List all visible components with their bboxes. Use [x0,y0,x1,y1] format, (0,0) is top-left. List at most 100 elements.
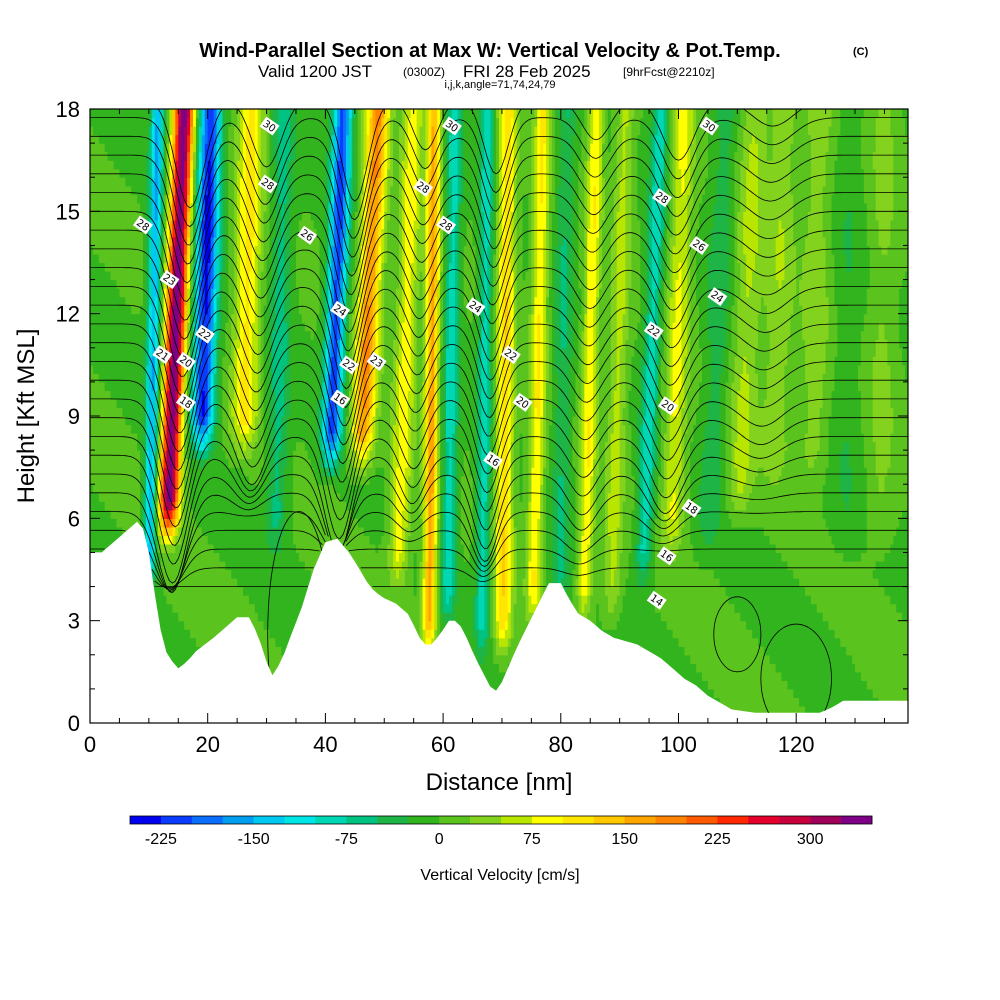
velocity-cell [192,271,197,281]
velocity-cell [151,467,156,477]
velocity-cell [251,330,259,340]
velocity-cell [593,407,597,417]
velocity-cell [672,288,677,298]
velocity-cell [507,424,512,434]
velocity-cell [660,279,665,289]
velocity-cell [725,381,733,392]
velocity-cell [540,543,544,554]
velocity-cell [628,569,638,579]
velocity-cell [410,381,415,392]
velocity-cell [419,407,424,417]
velocity-cell [654,543,665,554]
velocity-cell [684,364,691,374]
velocity-cell [546,535,553,545]
velocity-cell [460,509,474,519]
velocity-cell [375,279,379,289]
velocity-cell [198,458,206,468]
velocity-cell [875,467,888,477]
velocity-cell [331,339,335,349]
velocity-cell [640,484,644,494]
velocity-cell [413,279,421,289]
velocity-cell [522,586,530,596]
velocity-cell [675,288,683,298]
velocity-cell [201,347,209,357]
velocity-cell [343,458,347,468]
velocity-cell [454,612,474,622]
velocity-cell [181,484,185,494]
velocity-cell [660,424,668,434]
velocity-cell [207,424,212,434]
velocity-cell [487,518,491,528]
velocity-cell [663,288,668,298]
velocity-cell [702,356,712,366]
velocity-cell [457,330,462,340]
velocity-cell [437,603,441,613]
velocity-cell [737,296,762,306]
velocity-cell [428,535,432,545]
velocity-cell [145,526,150,536]
velocity-cell [278,518,285,528]
velocity-cell [222,296,229,306]
velocity-cell [757,339,771,349]
velocity-cell [231,347,235,357]
velocity-cell [157,492,162,502]
velocity-cell [607,501,621,511]
velocity-cell [457,398,462,409]
velocity-cell [266,271,274,281]
velocity-cell [796,279,800,289]
velocity-cell [504,296,509,306]
velocity-cell [643,518,647,528]
velocity-cell [190,296,194,306]
velocity-cell [672,390,680,400]
velocity-cell [757,373,768,383]
velocity-cell [175,543,215,554]
velocity-cell [290,339,324,349]
velocity-cell [775,663,856,673]
velocity-cell [584,407,594,417]
velocity-cell [557,569,565,579]
velocity-cell [657,407,662,417]
velocity-cell [593,552,606,562]
velocity-cell [269,543,282,554]
velocity-cell [187,373,191,383]
velocity-cell [716,526,765,536]
velocity-cell [504,305,509,315]
velocity-cell [557,390,571,400]
velocity-cell [369,322,374,332]
velocity-cell [496,279,500,289]
velocity-cell [154,578,162,588]
velocity-cell [493,518,497,528]
velocity-cell [596,347,600,357]
velocity-cell [404,288,412,298]
velocity-cell [678,501,685,511]
velocity-cell [410,467,415,477]
velocity-cell [434,373,438,383]
velocity-cell [422,518,427,528]
velocity-cell [625,424,633,434]
velocity-cell [725,475,733,485]
velocity-cell [210,288,215,298]
velocity-cell [540,458,544,468]
velocity-cell [654,433,659,443]
velocity-cell [410,322,415,332]
velocity-cell [551,484,559,494]
velocity-cell [166,450,171,460]
velocity-cell [413,356,418,366]
velocity-cell [531,433,535,443]
velocity-cell [722,356,730,366]
velocity-cell [760,305,768,315]
velocity-cell [322,407,326,417]
velocity-cell [660,535,671,545]
velocity-cell [407,433,412,443]
velocity-cell [690,373,703,383]
velocity-cell [142,373,147,383]
velocity-cell [357,347,362,357]
velocity-cell [396,509,403,519]
velocity-cell [487,543,491,554]
velocity-cell [398,322,403,332]
velocity-cell [428,450,435,460]
velocity-cell [649,552,653,562]
velocity-cell [696,416,709,426]
velocity-cell [510,475,515,485]
velocity-cell [175,424,179,434]
